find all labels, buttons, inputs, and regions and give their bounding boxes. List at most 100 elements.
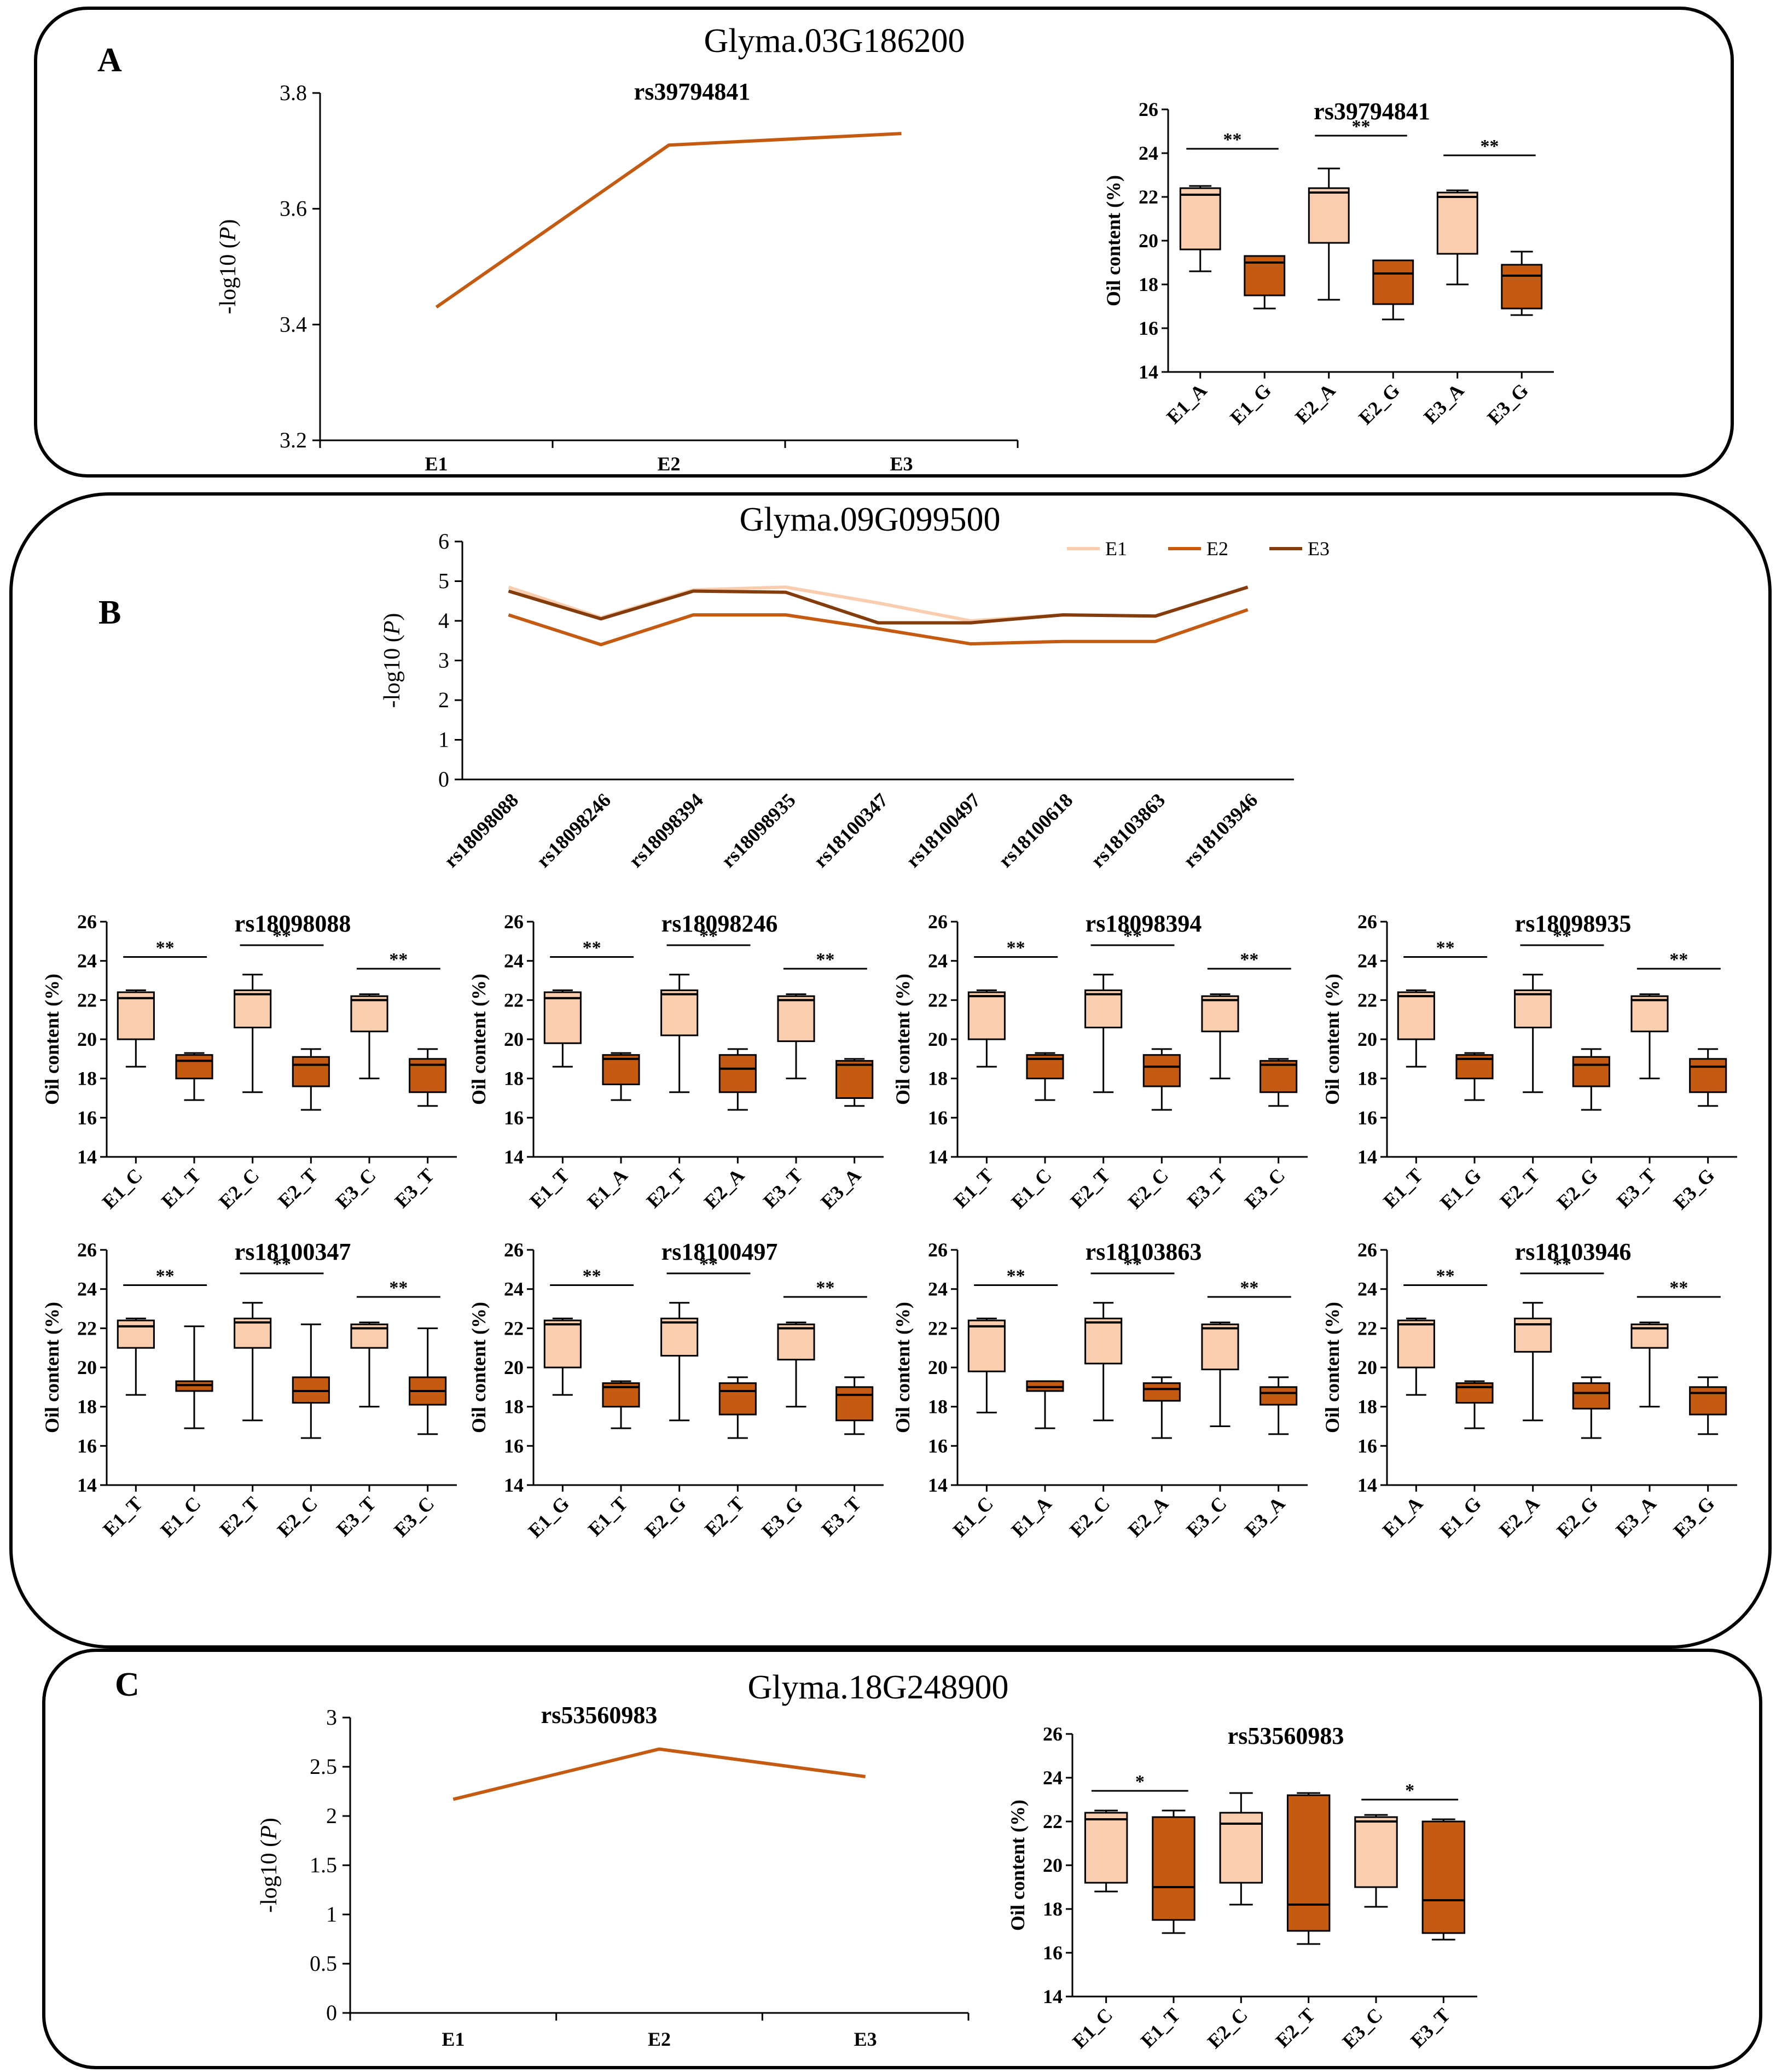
box-e3-g xyxy=(777,1322,815,1408)
b-rs18100347-boxplot: 14 16 18 20 22 24 26 Oil content (%) rs18100347 E… xyxy=(41,1238,457,1541)
x-tick-label: E2_C xyxy=(1203,2004,1252,2052)
significance-label: ** xyxy=(699,1254,718,1274)
y-tick-label: 22 xyxy=(77,1317,97,1339)
box-e1-a xyxy=(1179,185,1221,272)
box-iqr xyxy=(117,1319,155,1349)
y-tick-label: 20 xyxy=(504,1028,524,1050)
significance-label: ** xyxy=(1223,130,1242,150)
y-tick-label: 0 xyxy=(326,2000,337,2025)
box-iqr xyxy=(660,989,699,1037)
significance-label: ** xyxy=(1123,1254,1142,1274)
panel-b-frame xyxy=(9,492,1772,1649)
x-tick-label: E2 xyxy=(648,2028,671,2050)
y-tick-label: 26 xyxy=(504,1239,524,1261)
significance-label: ** xyxy=(1123,926,1142,946)
legend-label: E3 xyxy=(1308,538,1330,560)
box-iqr xyxy=(1397,1319,1435,1369)
y-tick-label: 26 xyxy=(1357,911,1377,933)
x-tick-label: E3_A xyxy=(1240,1492,1289,1541)
x-tick-label: rs18103946 xyxy=(1179,789,1262,871)
box-iqr xyxy=(1514,989,1552,1028)
y-tick-label: 3 xyxy=(438,648,449,673)
box-e1-t xyxy=(1152,1809,1195,1934)
significance-label: ** xyxy=(1669,1278,1688,1298)
y-tick-label: 18 xyxy=(928,1068,948,1090)
y-tick-label: 26 xyxy=(928,911,948,933)
significance-label: ** xyxy=(583,938,601,958)
y-tick-label: 16 xyxy=(928,1435,948,1457)
series-line-rs53560983 xyxy=(452,1747,866,1801)
y-tick-label: 18 xyxy=(77,1068,97,1090)
x-tick-label: E1_A xyxy=(1007,1492,1056,1541)
y-tick-label: 3.6 xyxy=(280,196,307,221)
significance-label: ** xyxy=(1436,938,1455,958)
y-tick-label: 18 xyxy=(1357,1396,1377,1418)
y-axis-title: Oil content (%) xyxy=(1321,974,1343,1105)
x-tick-label: E2_A xyxy=(1291,379,1339,428)
box-e2-c xyxy=(234,974,272,1093)
x-tick-label: E2_T xyxy=(216,1492,264,1540)
charts: 3.23.43.63.8E1 E2 E3-log10 (P)rs3979484114… xyxy=(41,78,1737,2052)
significance-label: ** xyxy=(389,1278,408,1298)
chart-title: rs18103863 xyxy=(1086,1238,1202,1265)
x-tick-label: E1_G xyxy=(524,1492,573,1542)
x-tick-label: E3_T xyxy=(759,1164,807,1212)
y-tick-label: 24 xyxy=(504,950,524,972)
y-tick-label: 3.4 xyxy=(280,312,307,336)
box-e3-a xyxy=(835,1058,874,1107)
box-iqr xyxy=(660,1317,699,1357)
x-tick-label: rs18098246 xyxy=(532,789,615,871)
y-tick-label: 20 xyxy=(1139,230,1158,252)
x-tick-label: E2_T xyxy=(1272,2004,1320,2052)
x-tick-label: E1_A xyxy=(583,1164,632,1213)
box-iqr xyxy=(543,1319,582,1369)
x-tick-label: E2_G xyxy=(1552,1164,1602,1214)
x-tick-label: E3_T xyxy=(817,1492,866,1540)
x-tick-label: E3 xyxy=(854,2028,877,2050)
y-tick-label: 2 xyxy=(438,688,449,712)
x-tick-label: rs18098394 xyxy=(625,789,707,871)
significance-label: ** xyxy=(1007,938,1025,958)
x-tick-label: E2_C xyxy=(1065,1492,1114,1541)
y-tick-label: 16 xyxy=(504,1107,524,1128)
y-tick-label: 20 xyxy=(1357,1028,1377,1050)
y-tick-label: 24 xyxy=(504,1278,524,1300)
x-tick-label: E3_T xyxy=(332,1492,380,1540)
y-tick-label: 22 xyxy=(1357,1317,1377,1339)
y-tick-label: 22 xyxy=(1139,186,1158,208)
chart-title: rs18098935 xyxy=(1515,910,1632,937)
y-tick-label: 16 xyxy=(1357,1435,1377,1457)
y-axis-title: Oil content (%) xyxy=(892,974,914,1105)
panel-a-gene: Glyma.03G186200 xyxy=(704,22,965,60)
box-e2-g xyxy=(660,1302,699,1422)
box-iqr xyxy=(1436,191,1478,255)
box-e2-g xyxy=(1572,1376,1610,1439)
box-iqr xyxy=(1572,1056,1610,1087)
y-tick-label: 20 xyxy=(928,1357,948,1378)
y-tick-label: 22 xyxy=(1043,1811,1063,1832)
box-iqr xyxy=(1260,1386,1298,1406)
significance-label: ** xyxy=(699,926,718,946)
panel-b-letter: B xyxy=(98,594,121,631)
x-tick-label: E3_C xyxy=(1240,1164,1289,1213)
x-tick-label: E2_G xyxy=(1354,379,1404,429)
y-axis-title: Oil content (%) xyxy=(1321,1302,1343,1433)
box-e2-t xyxy=(1084,974,1123,1093)
box-e2-t xyxy=(718,1376,757,1439)
y-tick-label: 1 xyxy=(438,727,449,752)
x-tick-label: rs18100347 xyxy=(809,789,892,871)
c-box-boxplot: 14 16 18 20 22 24 26 Oil content (%) rs53560983 E… xyxy=(1007,1722,1477,2052)
y-tick-label: 16 xyxy=(77,1107,97,1128)
chart-title: rs18098246 xyxy=(661,910,778,937)
box-e3-c xyxy=(1201,1322,1239,1427)
box-e1-t xyxy=(117,1317,155,1396)
box-iqr xyxy=(718,1382,757,1416)
box-e2-a xyxy=(1514,1302,1552,1422)
a-box-boxplot: 14 16 18 20 22 24 26 Oil content (%) rs39794841 E… xyxy=(1102,98,1554,429)
y-tick-label: 18 xyxy=(1139,273,1158,295)
y-tick-label: 16 xyxy=(1357,1107,1377,1128)
box-e1-g xyxy=(1244,255,1286,310)
x-tick-label: E2_T xyxy=(642,1164,690,1212)
y-tick-label: 18 xyxy=(928,1396,948,1418)
